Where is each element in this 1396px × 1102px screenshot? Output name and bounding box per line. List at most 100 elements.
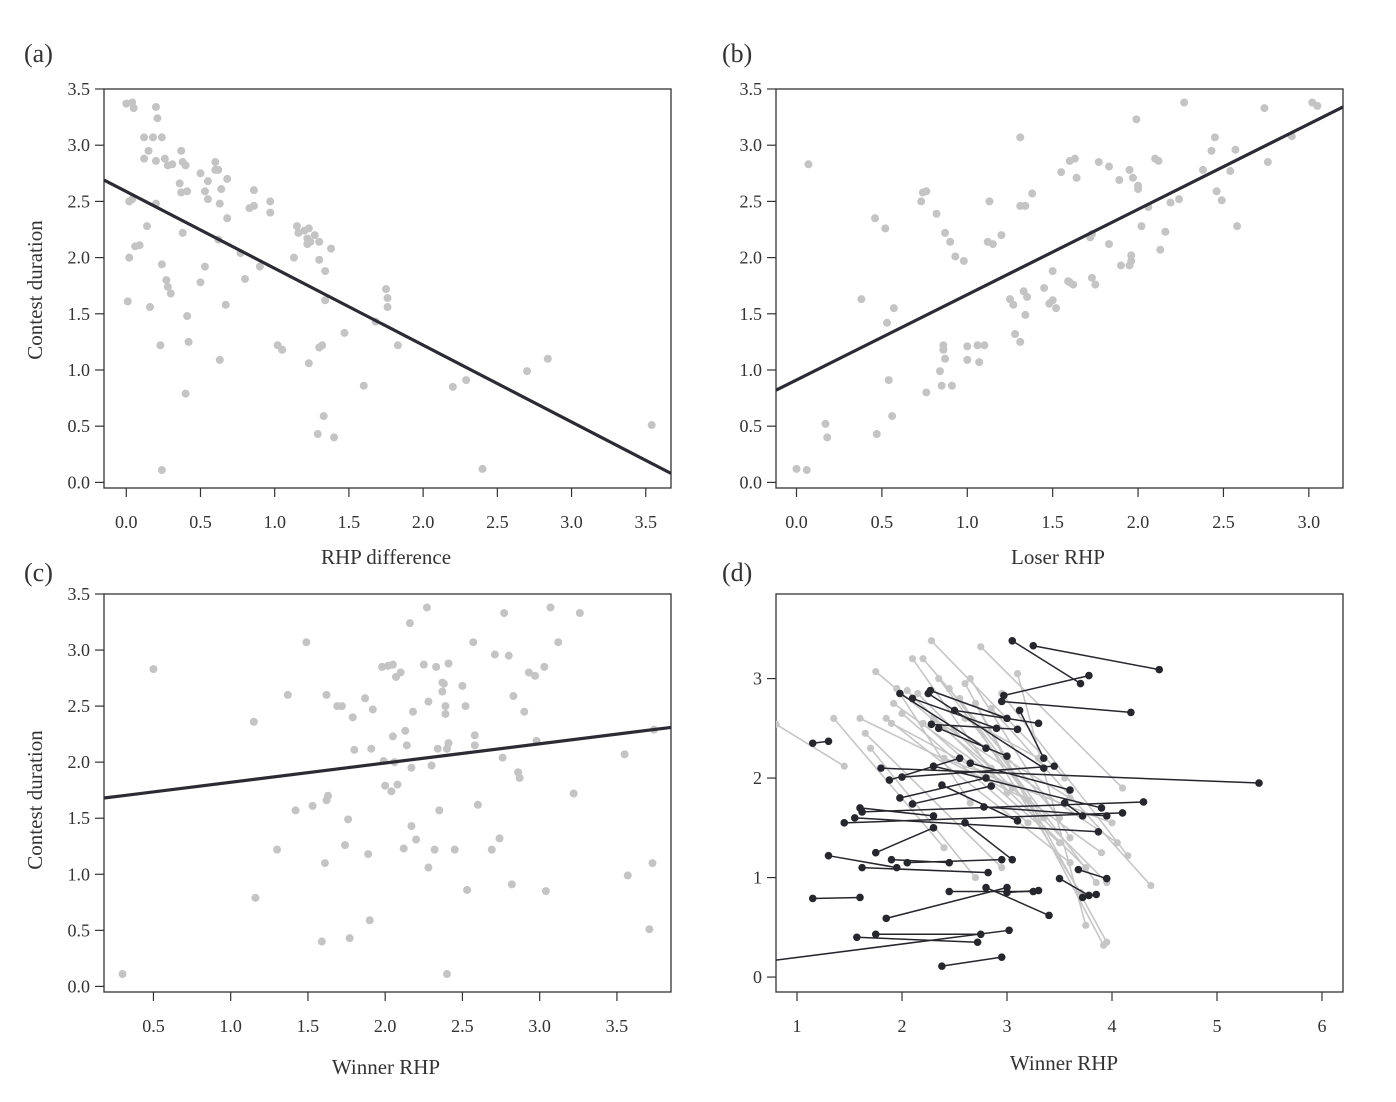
- pair-point-dark: [898, 773, 906, 781]
- pair-segment-dark: [1011, 640, 1081, 685]
- data-point: [424, 863, 433, 872]
- pair-segment-dark: [862, 801, 1144, 813]
- panel-b-ytick-label: 0.0: [740, 472, 763, 492]
- pair-point-dark: [1118, 809, 1127, 817]
- data-point: [1072, 173, 1081, 182]
- data-point: [157, 133, 166, 142]
- pair-point-dark: [908, 800, 917, 808]
- data-point: [1210, 133, 1219, 142]
- pair-segment-dark: [985, 886, 1050, 917]
- data-point: [382, 285, 391, 294]
- pair-point-dark: [877, 764, 885, 772]
- pair-segment-dark: [828, 854, 897, 869]
- panel-b-xtick-label: 2.0: [1127, 512, 1150, 532]
- pair-point-dark: [1255, 779, 1263, 787]
- pair-point-dark: [997, 697, 1006, 706]
- pair-segment-gray: [885, 717, 1071, 864]
- data-point: [310, 231, 319, 240]
- pair-segment-dark: [1059, 877, 1090, 897]
- panel-b: (b) Loser RHP 0.0 0.5 1.0 1.5 2.0 2.5 3.0 3.5 0.…: [722, 39, 1344, 569]
- data-point: [881, 224, 890, 233]
- panel-a: (a) Contest duration RHP difference 0.0 0…: [23, 39, 672, 569]
- pair-point-gray: [971, 873, 980, 882]
- data-point: [1091, 280, 1100, 289]
- data-point: [515, 773, 524, 782]
- data-point: [1045, 299, 1054, 308]
- data-point: [157, 260, 166, 269]
- pair-point-dark: [1000, 691, 1008, 700]
- pair-point-dark: [992, 724, 1001, 733]
- data-point: [156, 341, 165, 350]
- data-point: [441, 702, 450, 711]
- data-point: [427, 761, 436, 770]
- pair-point-dark: [887, 855, 896, 864]
- pair-point-gray: [1003, 789, 1011, 797]
- panel-d-xtick-label: 6: [1318, 1016, 1327, 1036]
- data-point: [221, 300, 230, 309]
- data-point: [399, 844, 408, 853]
- data-point: [196, 278, 205, 287]
- pair-point-dark: [1034, 719, 1043, 728]
- panel-c-ytick-label: 3.0: [68, 640, 91, 660]
- pair-point-dark: [850, 814, 859, 822]
- pair-segment-gray: [959, 698, 1082, 893]
- data-point: [177, 188, 186, 197]
- data-point: [273, 845, 282, 854]
- panel-a-ylabel: Contest duration: [23, 220, 47, 360]
- data-point: [178, 228, 187, 237]
- data-point: [388, 732, 397, 741]
- pair-point-gray: [1024, 819, 1032, 827]
- panel-d-plot-area: [776, 636, 1263, 970]
- data-point: [215, 355, 224, 364]
- data-point: [383, 294, 392, 303]
- fit-line: [104, 725, 671, 800]
- data-point: [922, 388, 931, 397]
- panel-b-frame: [775, 88, 1344, 489]
- pair-point-dark: [997, 953, 1006, 961]
- pair-segment-dark: [776, 929, 1010, 961]
- pair-point-gray: [966, 674, 974, 683]
- data-point: [129, 104, 138, 113]
- data-point: [321, 296, 330, 305]
- data-point: [304, 224, 313, 233]
- data-point: [383, 303, 392, 312]
- pair-segment-dark: [880, 767, 1260, 784]
- pair-point-gray: [1066, 834, 1074, 842]
- pair-point-dark: [1039, 764, 1048, 772]
- pair-segment-dark: [1033, 645, 1160, 671]
- data-point: [122, 99, 131, 108]
- data-point: [350, 745, 359, 754]
- pair-segment-gray: [901, 712, 1029, 824]
- data-point: [340, 328, 349, 337]
- data-point: [997, 231, 1006, 240]
- pair-segment-dark: [844, 812, 1123, 824]
- data-point: [888, 412, 897, 421]
- data-point: [430, 845, 439, 854]
- panel-c-xtick-label: 0.5: [142, 1016, 165, 1036]
- data-point: [1127, 251, 1136, 260]
- data-point: [1263, 158, 1272, 167]
- data-point: [308, 801, 317, 810]
- data-point: [543, 354, 552, 363]
- data-point: [540, 662, 549, 671]
- pair-point-dark: [871, 848, 880, 857]
- data-point: [175, 179, 184, 188]
- pair-point-dark: [938, 962, 946, 970]
- data-point: [255, 262, 264, 271]
- data-point: [168, 160, 177, 169]
- data-point: [365, 916, 374, 925]
- data-point: [196, 169, 205, 178]
- data-point: [1180, 98, 1189, 107]
- data-point: [883, 318, 892, 327]
- pair-point-gray: [898, 709, 906, 718]
- pair-segment-dark: [875, 827, 934, 854]
- pair-point-gray: [914, 689, 922, 698]
- pair-point-dark: [903, 858, 912, 867]
- pair-point-dark: [840, 819, 849, 827]
- pair-point-dark: [1102, 812, 1111, 820]
- data-point: [872, 430, 881, 439]
- pair-point-dark: [973, 938, 982, 947]
- panel-d-xtick-label: 5: [1213, 1016, 1222, 1036]
- data-point: [1040, 283, 1049, 292]
- pair-point-gray: [903, 686, 911, 695]
